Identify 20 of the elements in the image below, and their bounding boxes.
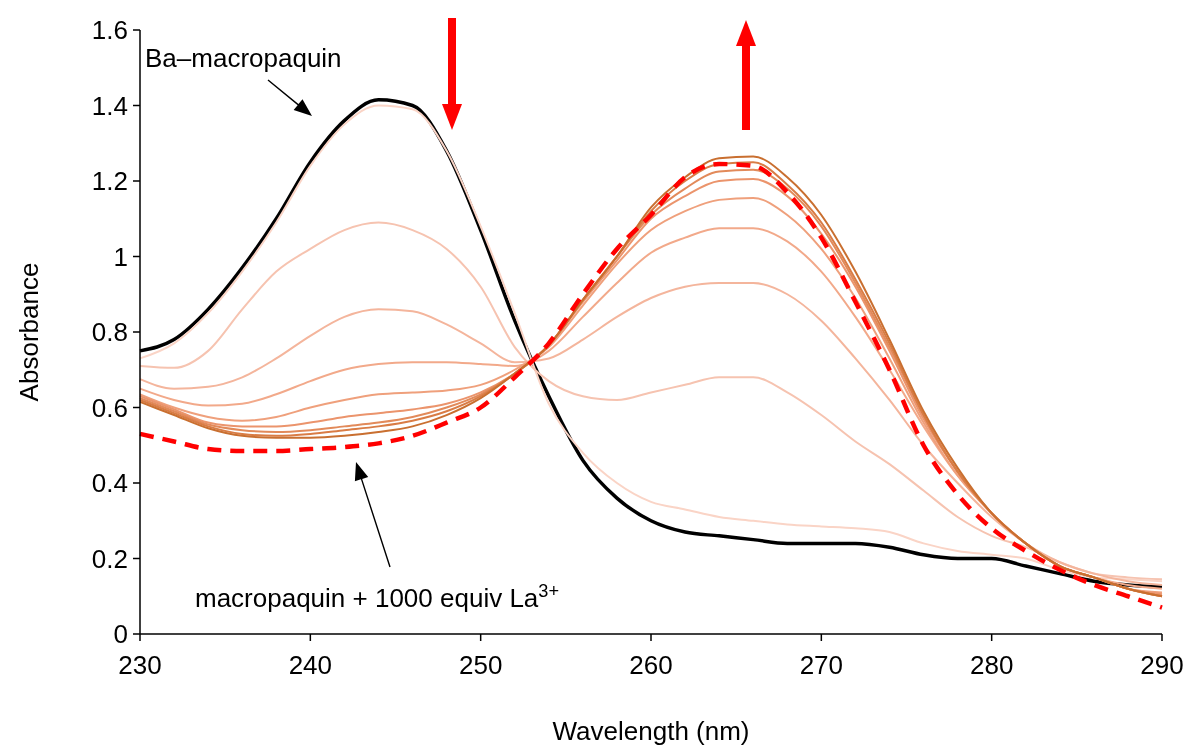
x-axis-title: Wavelength (nm) [552,716,750,746]
x-tick-label: 270 [799,650,844,680]
y-tick-label: 1.4 [91,90,128,121]
y-tick-label: 1.6 [91,15,128,45]
x-tick-label: 240 [288,650,333,680]
x-tick-label: 290 [1140,650,1184,680]
y-tick-label: 1.2 [91,166,128,196]
x-tick-label: 250 [458,650,503,680]
annotation: Ba–macropaquin [145,43,342,73]
y-tick-label: 0 [113,619,128,649]
y-tick-label: 0.6 [91,392,128,423]
y-tick-label: 0.4 [91,468,128,498]
annotation: macropaquin + 1000 equiv La$^{3+}$ [195,581,560,613]
x-tick-label: 280 [969,650,1014,680]
x-tick-label: 260 [629,650,673,680]
y-tick-label: 0.2 [91,543,128,574]
y-axis-title: Absorbance [14,262,44,402]
x-tick-label: 230 [118,650,162,680]
y-tick-label: 0.8 [91,317,128,347]
y-tick-label: 1 [113,241,128,272]
